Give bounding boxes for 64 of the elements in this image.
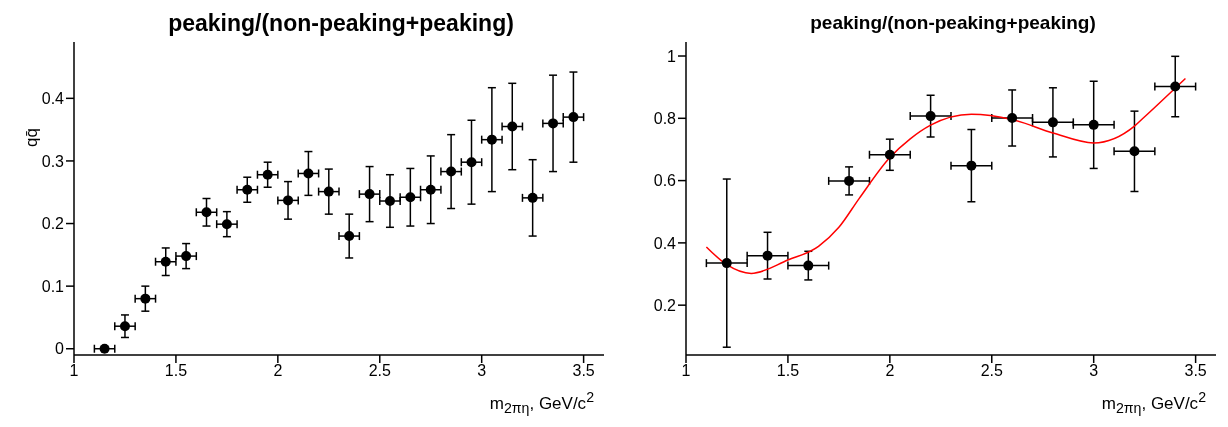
point (201, 207, 212, 218)
point (721, 258, 732, 269)
point (160, 256, 171, 267)
x-tick-label: 1 (69, 362, 79, 380)
point (384, 196, 395, 206)
point (283, 195, 294, 206)
x-axis-title: m$_{2πη}$, GeV/c$^{2}$ (1101, 389, 1206, 417)
point (486, 134, 497, 145)
point (221, 219, 232, 230)
point (527, 192, 538, 203)
x-axis-title: m$_{2πη}$, GeV/c$^{2}$ (489, 389, 594, 417)
line-series (705, 77, 1187, 275)
point (925, 111, 936, 122)
point (140, 293, 151, 304)
y-tick-label: 0.1 (41, 277, 65, 295)
point (568, 112, 579, 123)
x-tick-label: 2.5 (980, 362, 1003, 380)
point (1047, 117, 1058, 128)
point (466, 157, 477, 168)
point (303, 168, 314, 179)
point (425, 184, 436, 195)
x-tick-label: 2 (885, 362, 895, 380)
x-tick-label: 2 (273, 362, 283, 380)
x-tick-label: 3 (1089, 362, 1099, 380)
point (405, 192, 416, 203)
y-tick-label: 0.6 (653, 172, 677, 190)
x-tick-label: 2.5 (368, 362, 391, 380)
point (1170, 81, 1181, 92)
y-tick-label: 0.4 (41, 90, 65, 108)
x-tick-label: 3.5 (572, 362, 595, 380)
point (181, 251, 192, 262)
point (446, 166, 457, 177)
point (99, 343, 110, 354)
chart-title: peaking/(non-peaking+peaking) (809, 11, 1097, 35)
y-tick-label: 0 (55, 340, 65, 358)
y-tick-label: 0.3 (41, 152, 65, 170)
point (1129, 146, 1140, 157)
y-tick-label: 0.4 (653, 234, 677, 252)
x-tick-label: 3.5 (1184, 362, 1207, 380)
point (844, 175, 855, 186)
y-axis-title: qq̄ (22, 128, 42, 147)
point (1007, 112, 1018, 123)
point (884, 149, 895, 160)
chart-title: peaking/(non-peaking+peaking) (167, 9, 515, 38)
x-tick-label: 3 (477, 362, 487, 380)
point (1088, 119, 1099, 130)
x-tick-label: 1.5 (164, 362, 188, 380)
point (344, 231, 355, 242)
point (507, 121, 518, 132)
point (119, 321, 130, 332)
y-tick-label: 1 (667, 47, 677, 65)
point (262, 169, 273, 180)
y-tick-label: 0.8 (653, 109, 677, 127)
point (548, 118, 559, 129)
point (242, 184, 253, 195)
point (803, 260, 814, 271)
y-tick-label: 0.2 (653, 296, 677, 314)
x-tick-label: 1.5 (776, 362, 800, 380)
point (762, 250, 773, 261)
point (364, 189, 375, 200)
point (323, 186, 334, 197)
x-tick-label: 1 (681, 362, 691, 380)
y-tick-label: 0.2 (41, 215, 65, 233)
point (966, 160, 977, 171)
